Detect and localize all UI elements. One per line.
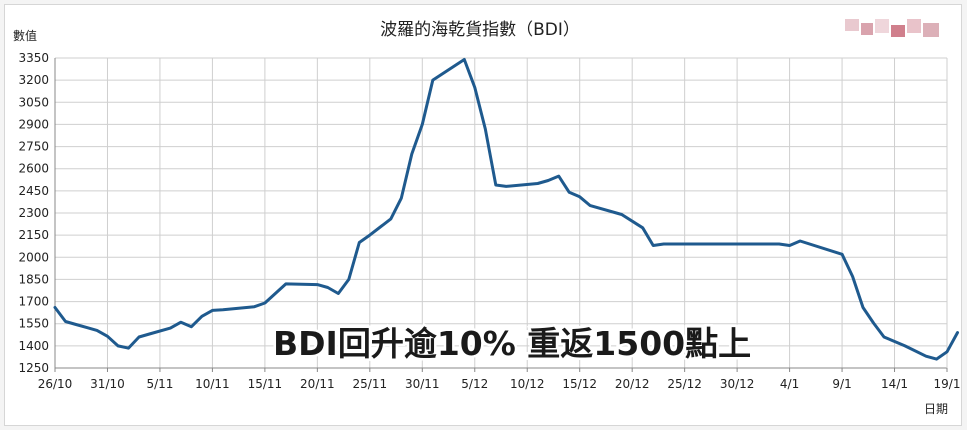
x-tick-label: 10/12	[510, 377, 545, 391]
y-tick-label: 3200	[18, 73, 49, 87]
blurred-watermark-logo	[845, 19, 939, 37]
x-tick-label: 25/11	[353, 377, 388, 391]
x-tick-label: 15/11	[248, 377, 283, 391]
x-tick-label: 31/10	[90, 377, 125, 391]
x-tick-label: 30/12	[720, 377, 755, 391]
x-tick-label: 30/11	[405, 377, 440, 391]
x-axis-title: 日期	[924, 402, 948, 416]
x-tick-label: 25/12	[667, 377, 702, 391]
y-axis-title: 數值	[13, 28, 37, 43]
y-tick-label: 2450	[18, 184, 49, 198]
x-tick-label: 14/1	[881, 377, 908, 391]
series-layer	[53, 58, 959, 361]
y-tick-label: 2300	[18, 206, 49, 220]
y-tick-label: 1250	[18, 361, 49, 375]
y-tick-labels: 1250 1400 1550 1700 1850 2000 2150 2300 2450 2600…	[18, 51, 49, 375]
chart-title: 波羅的海乾貨指數（BDI）	[380, 20, 580, 40]
y-tick-label: 2000	[18, 250, 49, 264]
x-tick-label: 10/11	[195, 377, 230, 391]
y-tick-label: 1550	[18, 317, 49, 331]
x-tick-label: 5/11	[146, 377, 173, 391]
headline-annotation: BDI回升逾10% 重返1500點上	[273, 324, 751, 363]
x-tick-label: 4/1	[780, 377, 799, 391]
y-tick-label: 1850	[18, 272, 49, 286]
y-tick-label: 3350	[18, 51, 49, 65]
y-tick-label: 1700	[18, 295, 49, 309]
x-tick-label: 9/1	[832, 377, 851, 391]
grid-lines	[54, 57, 948, 369]
y-tick-label: 2750	[18, 140, 49, 154]
bdi-series-line	[53, 58, 959, 361]
y-tick-label: 1400	[18, 339, 49, 353]
x-tick-label: 19/1	[934, 377, 961, 391]
y-tick-label: 3050	[18, 95, 49, 109]
y-tick-label: 2150	[18, 228, 49, 242]
y-tick-label: 2600	[18, 162, 49, 176]
x-tick-label: 15/12	[562, 377, 597, 391]
x-tick-label: 20/11	[300, 377, 335, 391]
chart-svg: 1250 1400 1550 1700 1850 2000 2150 2300 2450 2600…	[13, 20, 961, 416]
x-tick-label: 5/12	[461, 377, 488, 391]
x-tick-label: 20/12	[615, 377, 650, 391]
axes	[54, 58, 948, 372]
chart-frame: 1250 1400 1550 1700 1850 2000 2150 2300 2450 2600…	[4, 4, 962, 426]
x-tick-label: 26/10	[38, 377, 73, 391]
x-tick-labels: 26/10 31/10 5/11 10/11 15/11 20/11 25/11 30/11 5…	[38, 377, 961, 391]
y-tick-label: 2900	[18, 117, 49, 131]
